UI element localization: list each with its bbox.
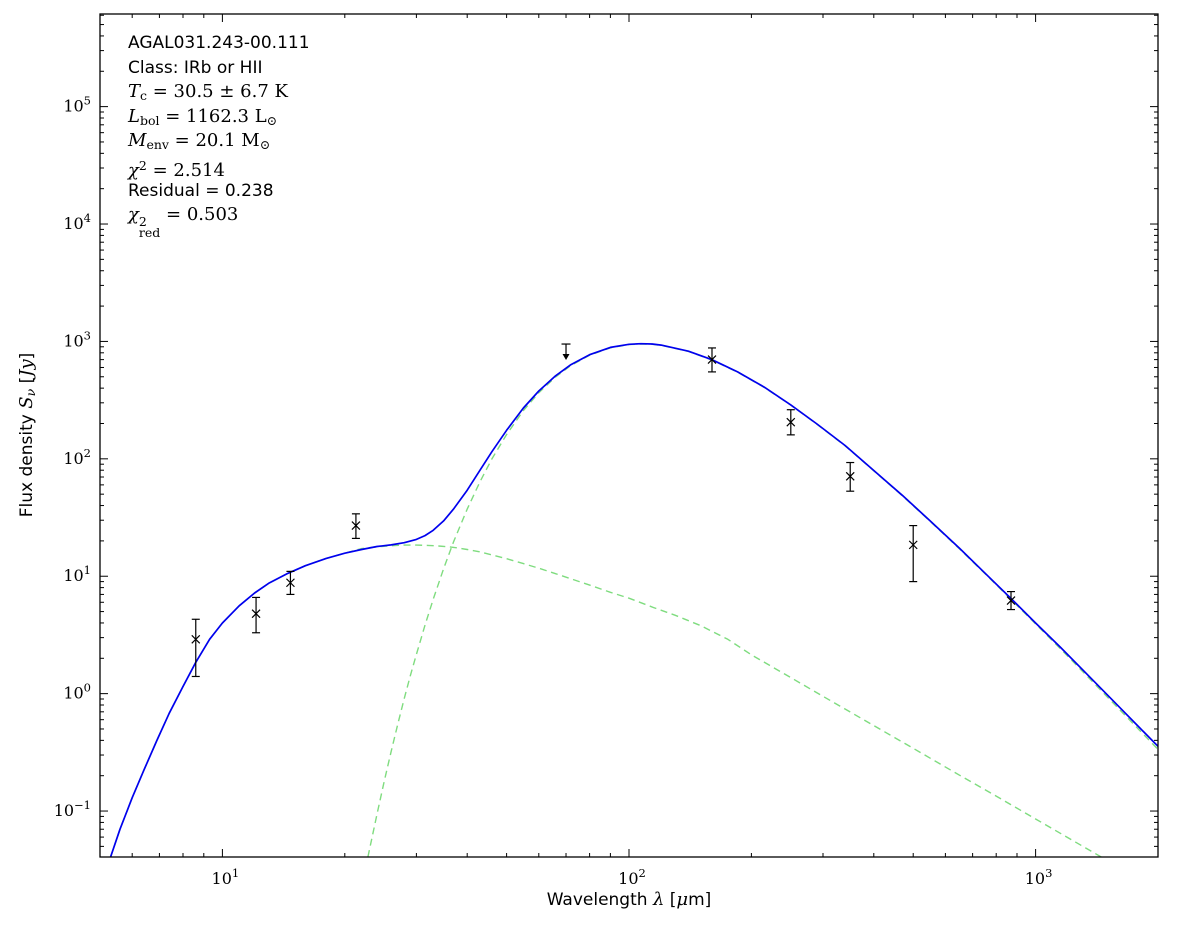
text-segment: ] [17, 352, 37, 360]
text-segment: ⊙ [259, 137, 271, 153]
tick-label: 101 [63, 563, 91, 585]
text-segment: m] [688, 890, 712, 910]
text-segment: Wavelength [546, 890, 653, 910]
text-segment: Class: IRb or HII [128, 57, 263, 78]
annotation-line: Class: IRb or HII [128, 56, 310, 81]
y-axis-label: Flux density Sν [Jy] [16, 353, 38, 518]
text-segment: 2 [138, 157, 147, 173]
text-segment: = 1162.3 L [159, 105, 267, 127]
text-segment: Residual = 0.238 [128, 180, 274, 201]
tick-label: 10−1 [54, 798, 91, 820]
text-segment: = 20.1 M [168, 130, 260, 152]
axes-box [99, 13, 1159, 858]
text-segment: S [16, 396, 37, 409]
annotation-line: χ 2 red = 0.503 [128, 203, 310, 239]
text-segment: L [128, 105, 140, 127]
tick-label: 101 [212, 866, 240, 888]
axis-ticks [100, 14, 1158, 857]
text-segment: T [128, 81, 141, 103]
text-segment: [ [664, 890, 677, 910]
text-segment: χ [128, 204, 139, 226]
annotation-line: Menv = 20.1 M⊙ [128, 129, 310, 154]
text-segment: M [128, 130, 147, 152]
tick-label: 103 [1025, 866, 1053, 888]
text-segment: Jy [16, 359, 37, 377]
text-segment: χ [128, 159, 139, 181]
cold-component-curve [367, 343, 1158, 857]
text-segment: = 2.514 [146, 159, 225, 181]
text-segment: AGAL031.243-00.111 [128, 33, 310, 53]
annotation-block: AGAL031.243-00.111 Class: IRb or HII Tc = … [128, 31, 310, 239]
annotation-line: Tc = 30.5 ± 6.7 K [128, 80, 310, 105]
tick-label: 102 [618, 866, 646, 888]
text-segment: λ [652, 889, 665, 910]
annotation-line: AGAL031.243-00.111 [128, 31, 310, 56]
text-segment: ν [23, 388, 38, 397]
supsub-text: 2 red [138, 214, 161, 241]
text-segment: c [140, 88, 148, 104]
annotation-line: χ2 = 2.514 [128, 154, 310, 181]
text-segment: env [146, 137, 169, 153]
data-points [191, 347, 1016, 678]
tick-label: 103 [63, 328, 91, 350]
tick-label: 100 [63, 681, 91, 703]
annotation-line: Residual = 0.238 [128, 179, 310, 204]
text-segment: = 30.5 ± 6.7 K [147, 81, 288, 103]
text-segment: μ [676, 889, 689, 910]
text-segment: Flux density [17, 408, 37, 518]
text-segment: = 0.503 [160, 204, 239, 226]
tick-label: 104 [63, 211, 91, 233]
text-segment: ⊙ [266, 112, 278, 128]
text-segment: [ [17, 376, 37, 389]
tick-label: 102 [63, 446, 91, 468]
warm-component-curve [109, 544, 1102, 857]
upper-limit-marker [561, 343, 571, 361]
annotation-line: Lbol = 1162.3 L⊙ [128, 105, 310, 130]
text-segment: bol [139, 112, 160, 128]
x-axis-label: Wavelength λ [μm] [100, 889, 1158, 910]
tick-label: 105 [63, 94, 91, 116]
total-fit-curve [109, 342, 1158, 857]
